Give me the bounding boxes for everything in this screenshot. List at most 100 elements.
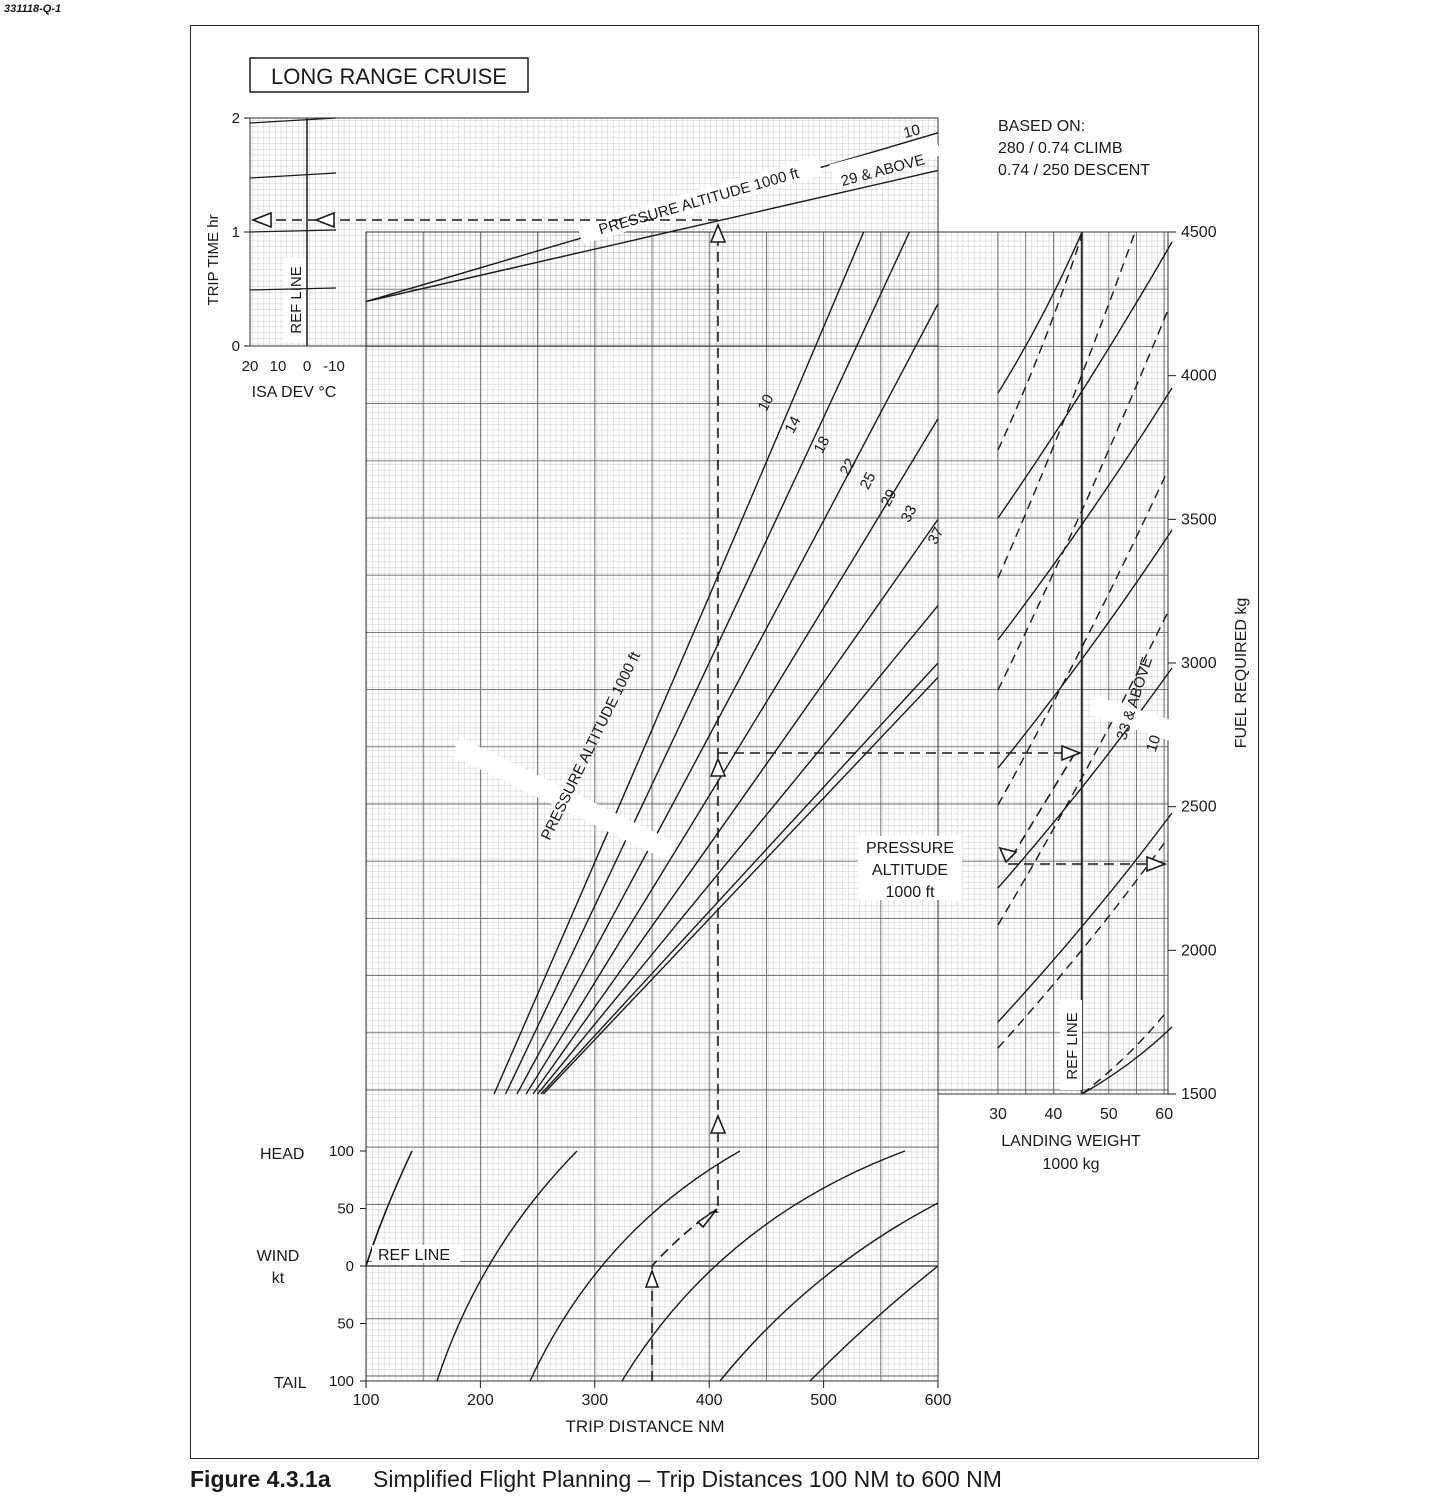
fuel-curve-label-18: 18 [811,434,834,457]
chart-frame [190,25,1259,1459]
figure-number: Figure 4.3.1a [190,1466,331,1492]
arrow-up-time [709,222,727,243]
fuel-tick-4000: 4000 [1181,368,1217,385]
arrow-up-distance [709,1113,727,1134]
fuel-tick-1500: 1500 [1181,1086,1217,1103]
wind-tail-label: TAIL [274,1375,307,1392]
arrow-left-time [250,211,272,229]
wind-tick-1: 50 [337,1201,354,1218]
fuel-curve-label-29: 29 [878,487,901,510]
weight-guide-solid [997,529,1173,769]
pressure-altitude-box [858,836,962,900]
example-arrows [250,211,1168,1288]
wind-ref-line-label: REF LINE [378,1247,450,1264]
weight-guide-solid [997,231,1083,394]
weight-guide-dashed [1081,1009,1169,1095]
fuel-curve-label-33: 33 [898,503,921,526]
trip-distance-axis-label: TRIP DISTANCE NM [566,1417,725,1436]
landing-weight-tick-50: 50 [1100,1106,1118,1123]
fuel-curve-label-37: 37 [925,525,948,548]
wind-ref-curve [365,1150,413,1267]
wind-tick-3: 50 [337,1316,354,1333]
weight-guide-solid [1081,1026,1173,1095]
grid [249,117,1169,1382]
landing-weight-tick-40: 40 [1045,1106,1063,1123]
weight-curve-label-10: 10 [1143,733,1164,754]
wind-head-label: HEAD [260,1146,304,1163]
trip-distance-tick-300: 300 [581,1392,608,1409]
isa-tick-0: 0 [303,358,311,375]
pa-box-line-3: 1000 ft [886,884,935,901]
fuel-curve-label-14: 14 [782,414,805,437]
fuel-curve-29 [537,605,939,1095]
fuel-curve-label-25: 25 [857,470,880,493]
wind-curve [529,1150,741,1382]
weight-guide-solid [997,812,1173,1023]
landing-weight-label-2: 1000 kg [1043,1156,1100,1173]
weight-guide-dashed [997,469,1169,806]
fuel-curve-33 [540,662,939,1095]
trip-time-line-29-above [365,169,939,303]
wind-tick-2: 0 [346,1258,354,1275]
fuel-tick-3500: 3500 [1181,511,1217,528]
wind-curve [436,1150,578,1382]
isa-tick-10: 10 [270,358,287,375]
fuel-curve-25 [532,518,939,1095]
trip-distance-tick-600: 600 [925,1392,952,1409]
figure-caption: Figure 4.3.1a Simplified Flight Planning … [190,1466,1002,1493]
fuel-tick-3000: 3000 [1181,655,1217,672]
weight-ref-line-label: REF LINE [1064,1012,1081,1080]
arrow-up-wind [644,1268,660,1288]
chart-title: LONG RANGE CRUISE [271,64,507,89]
isa-ref-line-label: REF LINE [288,266,305,334]
based-on-line-3: 0.74 / 250 DESCENT [998,162,1150,179]
trip-distance-tick-400: 400 [696,1392,723,1409]
weight-guide-solid [997,241,1173,519]
trip-time-tick-2: 2 [232,110,240,127]
trip-distance-tick-500: 500 [810,1392,837,1409]
weight-guide-dashed [997,837,1169,1049]
arrow-right-fuel [1146,855,1168,873]
arrow-up-fuel [709,756,727,777]
fuel-tick-2000: 2000 [1181,942,1217,959]
arrow-wind-diag [696,1208,718,1229]
fuel-curve-37 [542,676,939,1095]
arrow-diag-weight [998,846,1018,864]
landing-weight-tick-30: 30 [989,1106,1007,1123]
weight-guide-dashed [997,231,1136,579]
fuel-curve-label-22: 22 [837,456,860,479]
weight-guide-dashed [997,611,1169,926]
based-on-line-2: 280 / 0.74 CLIMB [998,140,1123,157]
isa-tick-20: 20 [242,358,259,375]
landing-weight-label-1: LANDING WEIGHT [1001,1133,1141,1150]
weight-guide-solid [997,387,1173,641]
title-box [249,57,529,93]
fuel-curve-10 [493,231,865,1095]
trip-time-tick-1: 1 [232,224,240,241]
document-id: 331118-Q-1 [4,3,62,15]
fuel-tick-4500: 4500 [1181,224,1217,241]
trip-time-axis-label: TRIP TIME hr [205,214,222,305]
wind-curve [621,1150,906,1382]
fuel-curve-14 [504,231,911,1095]
landing-weight-tick-60: 60 [1155,1106,1173,1123]
wind-curve [719,1202,939,1382]
wind-axis-label-1: WIND [257,1248,300,1265]
trip-time-ticks [244,117,250,347]
weight-guide-dashed [997,234,1083,451]
fuel-curve-label-10: 10 [755,392,778,415]
figure-text: Simplified Flight Planning – Trip Distan… [373,1466,1002,1492]
isa-dev-axis-label: ISA DEV °C [252,384,337,401]
wind-axis-label-2: kt [272,1270,285,1287]
wind-curve [809,1265,939,1382]
pa-box-line-1: PRESSURE [866,840,954,857]
trip-distance-tick-200: 200 [467,1392,494,1409]
based-on-line-1: BASED ON: [998,118,1085,135]
arrow-right-weight [1061,744,1083,762]
isa-dev-lines [249,117,337,291]
time-curve-label-10: 10 [902,121,923,142]
trip-time-tick-0: 0 [232,338,240,355]
arrow-left-isa [313,211,335,229]
trip-distance-tick-100: 100 [353,1392,380,1409]
